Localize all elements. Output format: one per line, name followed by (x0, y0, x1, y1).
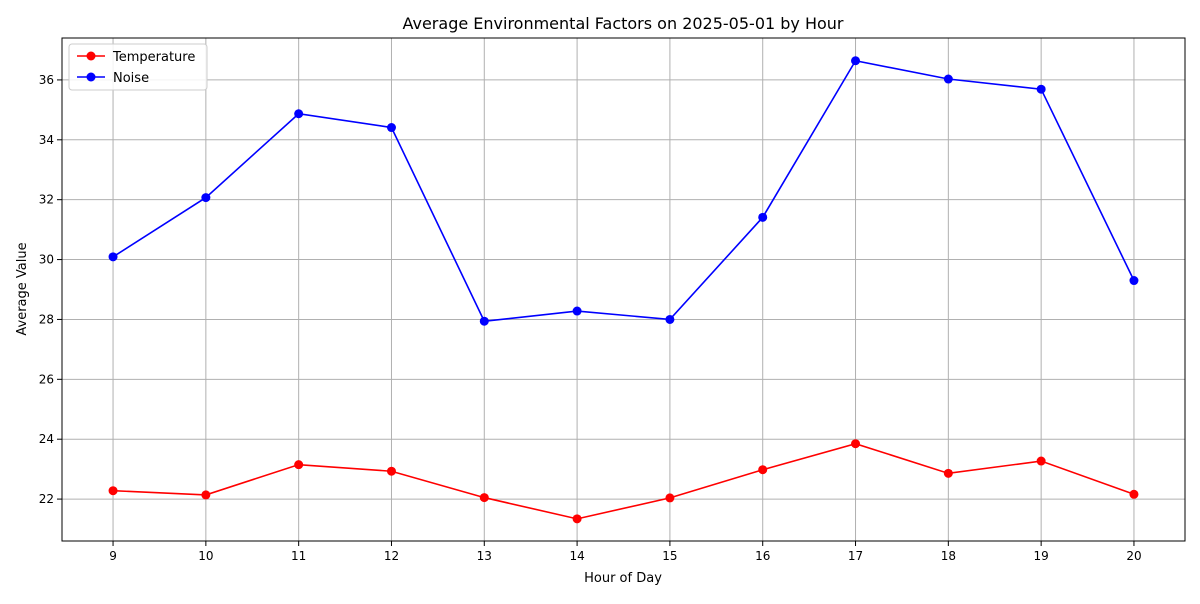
series-line-temperature (113, 442, 1135, 520)
data-point-noise (1036, 84, 1046, 94)
data-point-temperature (294, 460, 304, 470)
legend-marker (86, 72, 96, 82)
x-tick-label: 13 (477, 549, 492, 563)
y-tick-label: 28 (39, 312, 54, 326)
x-tick-label: 12 (384, 549, 399, 563)
data-point-noise (758, 212, 768, 222)
series-noise (108, 56, 1139, 326)
chart-title: Average Environmental Factors on 2025-05… (402, 14, 843, 33)
data-point-temperature (572, 514, 582, 524)
data-point-temperature (386, 466, 396, 476)
legend: Temperature Noise (68, 43, 208, 91)
y-tick-label: 32 (39, 193, 54, 207)
data-point-temperature (665, 493, 675, 503)
data-point-noise (386, 123, 396, 133)
data-point-temperature (108, 486, 118, 496)
series-line-noise (112, 59, 1135, 323)
series-temperature (108, 439, 1139, 524)
data-point-noise (1129, 276, 1139, 286)
legend-marker (86, 51, 96, 61)
data-point-noise (479, 316, 489, 326)
x-tick-label: 10 (198, 549, 213, 563)
data-point-noise (665, 314, 675, 324)
x-tick-label: 11 (291, 549, 306, 563)
legend-item-noise: Noise (77, 71, 149, 86)
data-point-noise (851, 56, 861, 66)
data-point-noise (572, 306, 582, 316)
x-tick-label: 18 (941, 549, 956, 563)
data-point-noise (943, 74, 953, 84)
plot-frame (61, 37, 1186, 542)
x-tick-label: 15 (662, 549, 677, 563)
data-point-temperature (1129, 489, 1139, 499)
y-tick-label: 30 (39, 253, 54, 267)
axes: 9 10 11 12 13 14 15 16 17 18 19 20 22 24 26 28 30 32 34 36 (39, 37, 1186, 563)
data-point-temperature (1036, 456, 1046, 466)
data-point-temperature (201, 490, 211, 500)
y-tick-label: 24 (39, 432, 54, 446)
data-point-temperature (758, 465, 768, 475)
data-point-temperature (479, 493, 489, 503)
data-point-noise (108, 252, 118, 262)
x-axis-label: Hour of Day (584, 571, 662, 586)
y-tick-label: 22 (39, 492, 54, 506)
y-tick-label: 34 (39, 133, 54, 147)
legend-label: Noise (113, 71, 149, 86)
legend-item-temperature: Temperature (77, 50, 195, 65)
x-tick-label: 9 (109, 549, 117, 563)
data-point-noise (294, 109, 304, 119)
x-tick-label: 19 (1034, 549, 1049, 563)
y-axis-label: Average Value (15, 242, 30, 335)
series-group (108, 56, 1139, 524)
data-point-noise (201, 193, 211, 203)
legend-label: Temperature (112, 50, 195, 65)
x-tick-label: 16 (755, 549, 770, 563)
x-tick-label: 17 (848, 549, 863, 563)
x-tick-label: 14 (569, 549, 584, 563)
x-tick-label: 20 (1126, 549, 1141, 563)
y-tick-label: 26 (39, 372, 54, 386)
y-tick-label: 36 (39, 73, 54, 87)
data-point-temperature (943, 468, 953, 478)
grid-lines (62, 38, 1185, 541)
data-point-temperature (851, 439, 861, 449)
